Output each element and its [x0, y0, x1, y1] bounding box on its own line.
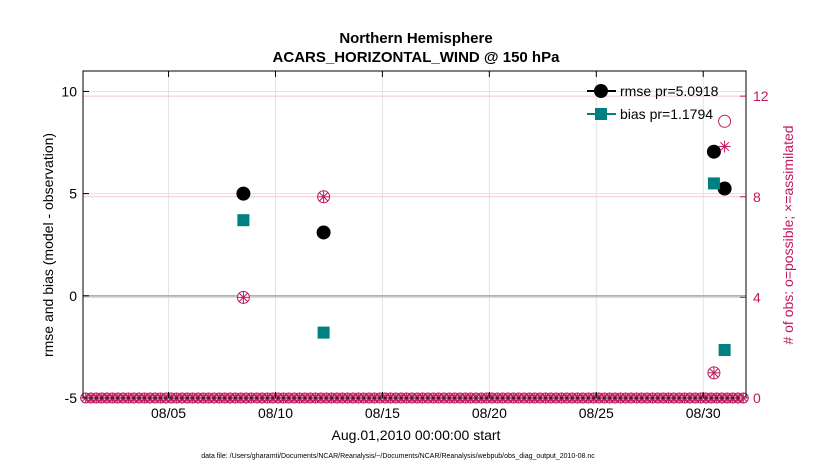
y2-tick-label: 4 — [753, 289, 761, 305]
obs_assimilated-point — [237, 291, 250, 304]
y2-axis-label: # of obs: o=possible; ×=assimilated — [780, 125, 796, 344]
x-tick-labels: 08/05 08/10 08/15 08/20 08/25 08/30 — [151, 405, 721, 421]
legend-rmse-label: rmse pr=5.0918 — [620, 83, 719, 99]
legend: rmse pr=5.0918 bias pr=1.1794 — [587, 83, 719, 122]
y-axis-label: rmse and bias (model - observation) — [40, 133, 56, 357]
obs_assimilated-point — [707, 366, 720, 379]
bias-point — [317, 326, 330, 339]
y-tick-labels: -5 0 5 10 — [61, 83, 77, 406]
obs_possible-point — [718, 114, 732, 128]
obs_assimilated-point — [718, 140, 731, 153]
x-tick-label: 08/15 — [365, 405, 400, 421]
x-tick-label: 08/30 — [686, 405, 721, 421]
y-tick-label: 0 — [69, 288, 77, 304]
bias-point — [237, 214, 250, 227]
x-tick-label: 08/20 — [472, 405, 507, 421]
x-tick-label: 08/25 — [579, 405, 614, 421]
y-tick-label: -5 — [65, 390, 78, 406]
legend-bias-marker — [595, 108, 607, 120]
data-file-footnote: data file: /Users/gharamti/Documents/NCA… — [201, 453, 595, 460]
rmse-point — [236, 186, 251, 201]
chart-subtitle: ACARS_HORIZONTAL_WIND @ 150 hPa — [273, 49, 561, 66]
x-tick-label: 08/05 — [151, 405, 186, 421]
rmse-point — [717, 181, 732, 196]
y2-tick-label: 8 — [753, 189, 761, 205]
legend-rmse-marker — [594, 84, 608, 98]
x-tick-label: 08/10 — [258, 405, 293, 421]
data-markers — [236, 114, 732, 380]
y-tick-label: 5 — [69, 186, 77, 202]
axes-box — [82, 70, 747, 399]
y2-tick-labels: 0 4 8 12 — [753, 88, 769, 406]
x-axis-label: Aug.01,2010 00:00:00 start — [332, 427, 501, 443]
y2-tick-label: 0 — [753, 390, 761, 406]
legend-bias-label: bias pr=1.1794 — [620, 106, 713, 122]
obs_assimilated-point — [317, 190, 330, 203]
rmse-point — [316, 225, 331, 240]
y2-tick-label: 12 — [753, 88, 769, 104]
bias-point — [707, 177, 720, 190]
rmse-point — [706, 144, 721, 159]
y-tick-label: 10 — [61, 83, 77, 99]
bias-point — [718, 343, 731, 356]
chart-title: Northern Hemisphere — [339, 30, 492, 47]
tick-marks — [83, 71, 746, 399]
